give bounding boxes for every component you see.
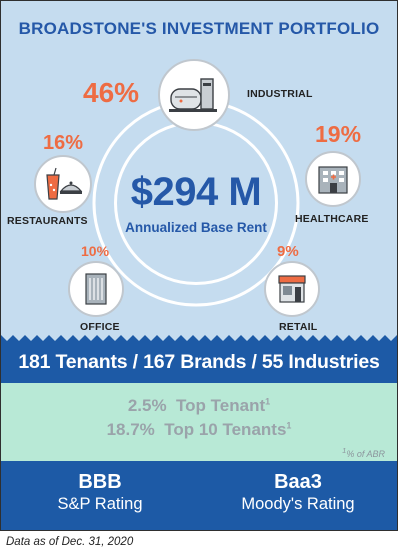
top-tenant-value: 2.5% xyxy=(127,396,167,415)
tenants-count: 181 xyxy=(18,350,51,373)
healthcare-circle xyxy=(305,151,361,207)
sp-rating: BBB S&P Rating xyxy=(1,471,199,515)
restaurants-label: RESTAURANTS xyxy=(7,215,88,227)
industrial-label: INDUSTRIAL xyxy=(247,88,313,100)
industrial-icon xyxy=(169,78,217,112)
data-as-of-note: Data as of Dec. 31, 2020 xyxy=(6,536,134,548)
restaurants-circle xyxy=(34,155,92,213)
annualized-base-rent-value: $294 M xyxy=(130,169,262,214)
footnote-marker: 1 xyxy=(286,420,292,431)
retail-label: RETAIL xyxy=(279,321,318,333)
portfolio-panel: BROADSTONE'S INVESTMENT PORTFOLIO $294 M… xyxy=(1,1,397,341)
top10-tenants-value: 18.7% xyxy=(106,420,155,439)
top10-tenants-label: Top 10 Tenants xyxy=(164,420,287,439)
office-label: OFFICE xyxy=(80,321,120,333)
footnote-marker: 1 xyxy=(342,446,347,455)
restaurants-percent: 16% xyxy=(43,132,84,154)
separator: / xyxy=(132,350,138,373)
moodys-rating-value: Baa3 xyxy=(274,471,322,493)
credit-ratings-band: BBB S&P Rating Baa3 Moody's Rating xyxy=(1,461,397,530)
industrial-circle xyxy=(158,59,230,131)
tenants-word: Tenants xyxy=(55,350,128,373)
office-percent: 10% xyxy=(81,243,110,259)
footnote-body: % of ABR xyxy=(346,449,385,459)
infographic: BROADSTONE'S INVESTMENT PORTFOLIO $294 M… xyxy=(0,0,398,531)
brands-word: Brands xyxy=(180,350,247,373)
footnote-text: 1% of ABR xyxy=(342,446,385,459)
retail-percent: 9% xyxy=(277,243,299,260)
moodys-rating-label: Moody's Rating xyxy=(241,495,355,513)
industries-word: Industries xyxy=(288,350,380,373)
brands-count: 167 xyxy=(143,350,176,373)
office-circle xyxy=(68,261,124,317)
top10-tenants-line: 18.7% Top 10 Tenants1 xyxy=(1,420,397,440)
top-tenant-line: 2.5% Top Tenant1 xyxy=(1,396,397,416)
footnote-marker: 1 xyxy=(265,396,271,407)
retail-icon xyxy=(278,275,306,303)
top-tenant-label: Top Tenant xyxy=(176,396,266,415)
tenant-concentration-band: 2.5% Top Tenant1 18.7% Top 10 Tenants1 1… xyxy=(1,383,397,461)
sp-rating-value: BBB xyxy=(78,471,122,493)
industrial-percent: 46% xyxy=(83,77,140,108)
retail-circle xyxy=(264,261,320,317)
moodys-rating: Baa3 Moody's Rating xyxy=(199,471,397,515)
healthcare-label: HEALTHCARE xyxy=(295,213,369,225)
healthcare-percent: 19% xyxy=(315,121,362,147)
industries-count: 55 xyxy=(261,350,284,373)
healthcare-icon xyxy=(318,166,348,194)
page-title: BROADSTONE'S INVESTMENT PORTFOLIO xyxy=(18,19,380,38)
tenant-stats-band: 181 Tenants / 167 Brands / 55 Industries xyxy=(1,341,397,383)
zigzag-divider xyxy=(1,335,397,342)
separator: / xyxy=(251,350,257,373)
restaurant-icon xyxy=(46,167,83,200)
annualized-base-rent-label: Annualized Base Rent xyxy=(125,219,267,235)
office-icon xyxy=(85,273,107,305)
sp-rating-label: S&P Rating xyxy=(57,495,143,513)
center-summary: $294 M Annualized Base Rent xyxy=(114,121,278,285)
